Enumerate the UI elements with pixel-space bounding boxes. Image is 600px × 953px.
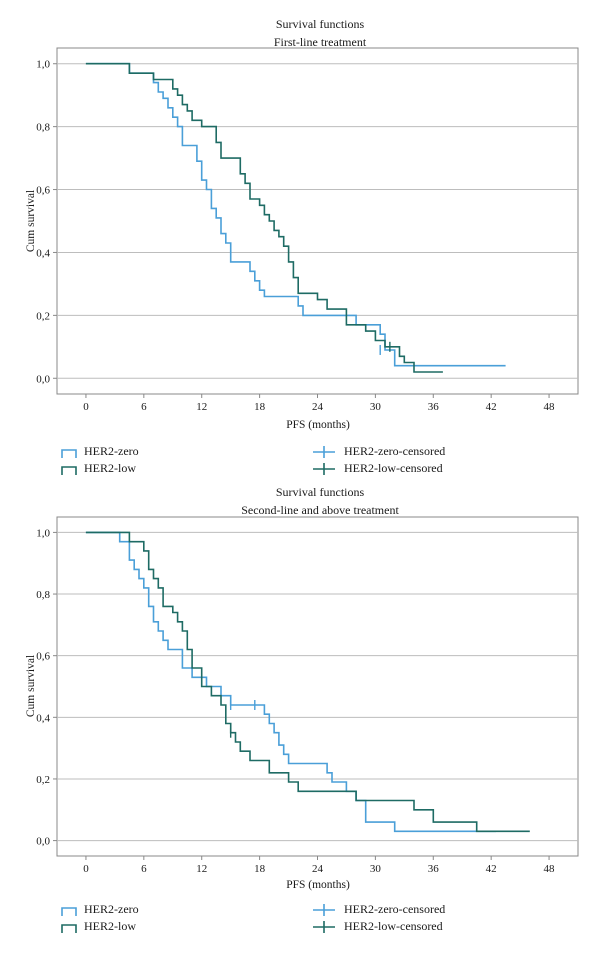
- legend-item-her2-low: HER2-low: [61, 919, 136, 933]
- legend-item-her2-low: HER2-low: [61, 461, 136, 475]
- survival-curves: [85, 62, 506, 373]
- y-tick-label: 0,6: [36, 185, 50, 197]
- y-tick-label: 0,4: [36, 247, 50, 259]
- y-tick-label: 0,8: [36, 589, 50, 601]
- y-tick-label: 0,6: [36, 651, 50, 663]
- legend-item-her2-zero: HER2-zero: [61, 902, 139, 916]
- y-tick-label: 0,4: [36, 712, 50, 724]
- gridlines: [57, 531, 578, 842]
- legend-label-her2-low: HER2-low: [84, 461, 136, 475]
- x-tick-label: 48: [544, 863, 556, 875]
- legend-swatch-her2-low-censored: [313, 463, 335, 475]
- y-axis-label: Cum survival: [25, 655, 37, 717]
- x-tick-label: 6: [141, 863, 147, 875]
- legend-label-her2-low: HER2-low: [84, 919, 136, 933]
- legend-label-her2-low-censored: HER2-low-censored: [344, 461, 443, 475]
- y-tick-labels: 0,0 0,2 0,4 0,6 0,8 1,0: [36, 59, 57, 385]
- x-tick-label: 42: [486, 401, 497, 413]
- legend-label-her2-zero: HER2-zero: [84, 902, 139, 916]
- chart-subtitle: First-line treatment: [274, 35, 367, 49]
- series-line-low: [85, 62, 443, 373]
- legend-item-her2-low-censored: HER2-low-censored: [313, 919, 443, 933]
- chart-subtitle: Second-line and above treatment: [241, 503, 399, 517]
- x-axis-label: PFS (months): [286, 879, 350, 891]
- y-tick-label: 0,2: [36, 774, 50, 786]
- legend-item-her2-zero-censored: HER2-zero-censored: [313, 444, 445, 458]
- legend-label-her2-zero-censored: HER2-zero-censored: [344, 902, 445, 916]
- censor-markers: [229, 699, 256, 738]
- x-tick-label: 0: [83, 401, 89, 413]
- series-line-zero: [85, 531, 496, 833]
- survival-curves: [85, 531, 530, 833]
- x-tick-label: 12: [196, 401, 207, 413]
- x-tick-labels: 0 6 12 18 24 30 36 42 48: [83, 394, 555, 413]
- y-tick-label: 0,2: [36, 310, 50, 322]
- x-tick-label: 30: [370, 863, 382, 875]
- x-tick-label: 24: [312, 863, 324, 875]
- x-tick-label: 12: [196, 863, 207, 875]
- legend-item-her2-zero: HER2-zero: [61, 444, 139, 458]
- legend-swatch-her2-zero-censored: [313, 446, 335, 458]
- series-line-low: [85, 531, 530, 833]
- km-chart-second-line: Survival functions Second-line and above…: [25, 485, 579, 933]
- chart-title: Survival functions: [276, 485, 365, 499]
- x-tick-label: 0: [83, 863, 89, 875]
- x-tick-label: 36: [428, 863, 440, 875]
- legend-swatch-her2-low: [61, 466, 77, 475]
- x-tick-labels: 0 6 12 18 24 30 36 42 48: [83, 856, 555, 875]
- y-tick-label: 0,0: [36, 373, 50, 385]
- plot-frame: [56, 47, 579, 395]
- x-tick-label: 42: [486, 863, 497, 875]
- legend-swatch-her2-zero-censored: [313, 904, 335, 916]
- km-chart-first-line: Survival functions First-line treatment …: [25, 17, 579, 475]
- y-axis-label: Cum survival: [25, 190, 37, 252]
- y-tick-label: 1,0: [36, 59, 50, 71]
- plot-frame: [56, 516, 579, 857]
- legend: HER2-zero HER2-low HER2-zero-censored HE…: [61, 444, 445, 475]
- x-tick-label: 36: [428, 401, 440, 413]
- legend: HER2-zero HER2-low HER2-zero-censored HE…: [61, 902, 445, 933]
- legend-label-her2-low-censored: HER2-low-censored: [344, 919, 443, 933]
- legend-swatch-her2-zero: [61, 907, 77, 916]
- x-tick-label: 18: [254, 863, 266, 875]
- legend-label-her2-zero: HER2-zero: [84, 444, 139, 458]
- x-axis-label: PFS (months): [286, 419, 350, 431]
- y-tick-label: 0,8: [36, 122, 50, 134]
- y-tick-label: 0,0: [36, 836, 50, 848]
- y-tick-labels: 0,0 0,2 0,4 0,6 0,8 1,0: [36, 527, 57, 848]
- series-line-zero: [85, 62, 506, 367]
- legend-item-her2-zero-censored: HER2-zero-censored: [313, 902, 445, 916]
- legend-item-her2-low-censored: HER2-low-censored: [313, 461, 443, 475]
- x-tick-label: 30: [370, 401, 382, 413]
- x-tick-label: 6: [141, 401, 147, 413]
- legend-swatch-her2-low-censored: [313, 921, 335, 933]
- legend-label-her2-zero-censored: HER2-zero-censored: [344, 444, 445, 458]
- x-tick-label: 48: [544, 401, 556, 413]
- gridlines: [57, 63, 578, 379]
- x-tick-label: 18: [254, 401, 266, 413]
- legend-swatch-her2-zero: [61, 449, 77, 458]
- censor-markers: [379, 341, 391, 355]
- chart-title: Survival functions: [276, 17, 365, 31]
- y-tick-label: 1,0: [36, 527, 50, 539]
- legend-swatch-her2-low: [61, 924, 77, 933]
- x-tick-label: 24: [312, 401, 324, 413]
